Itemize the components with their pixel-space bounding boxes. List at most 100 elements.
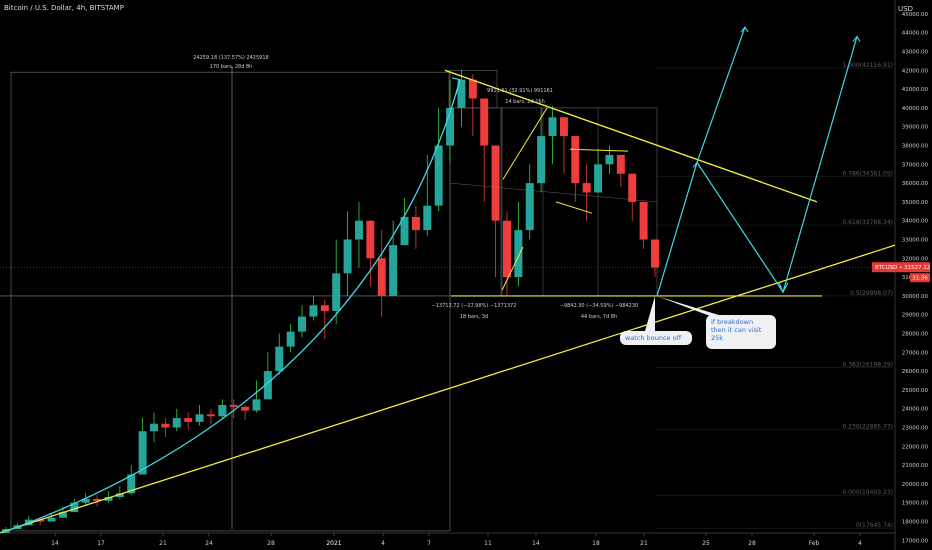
date-tick-label: 11 <box>484 540 492 547</box>
measure-box <box>10 71 451 532</box>
measure-hline <box>449 182 658 203</box>
date-tick-label: 21 <box>640 540 648 547</box>
price-tick-label: 39000.00 <box>902 125 929 131</box>
arrow-head <box>852 35 861 42</box>
fib-label: 0(17645.74) <box>856 522 893 529</box>
price-tick-label: 24000.00 <box>902 407 929 413</box>
measure-label: 14 bars, 2d 16h <box>505 99 545 105</box>
date-tick-label: 25 <box>702 540 710 547</box>
measure-label: 18 bars, 3d <box>460 314 488 320</box>
price-tick-label: 36000.00 <box>902 181 929 187</box>
candle-body <box>81 498 90 503</box>
measure-label: 9911.61 (32.91%) 991161 <box>487 88 553 94</box>
parabolic-curve <box>1 79 461 534</box>
candle-body <box>206 414 215 417</box>
date-tick-label: 21 <box>159 540 167 547</box>
callout-pointer <box>645 295 655 331</box>
candle-body <box>218 404 227 417</box>
price-tick-label: 44000.00 <box>902 31 929 37</box>
date-tick-label: 24 <box>205 540 213 547</box>
price-tick-label: 40000.00 <box>902 106 929 112</box>
fib-label: 1.000(42116.91) <box>843 62 894 69</box>
currency-label: USD <box>898 5 913 13</box>
candle-body <box>434 145 443 206</box>
candle-body <box>525 183 534 231</box>
price-tag-countdown-box <box>910 273 930 283</box>
fib-label: 0.236(22885.77) <box>843 424 894 431</box>
price-tick-label: 33000.00 <box>902 238 929 244</box>
candle-body <box>571 136 580 184</box>
callout-watch-bounce: watch bounce off <box>620 331 692 345</box>
fib-label: 0.5(29998.07) <box>850 290 893 297</box>
candle-body <box>229 404 238 407</box>
price-tick-label: 22000.00 <box>902 444 929 450</box>
candle-body <box>594 164 603 193</box>
candle-body <box>366 220 375 259</box>
candle-body <box>354 220 363 240</box>
chart-title: Bitcoin / U.S. Dollar, 4h, BITSTAMP <box>4 4 124 12</box>
fib-label: 0.000(19403.23) <box>843 489 894 496</box>
candle-body <box>320 305 329 311</box>
price-tick-label: 21000.00 <box>902 463 929 469</box>
candle-body <box>457 79 466 108</box>
candle-body <box>343 239 352 274</box>
date-tick-label: 14 <box>51 540 59 547</box>
price-tick-label: 32000.00 <box>902 256 929 262</box>
candle-body <box>400 216 409 246</box>
price-tick-label: 18000.00 <box>902 520 929 526</box>
date-tick-label: 4 <box>381 540 385 547</box>
price-tick-label: 26000.00 <box>902 369 929 375</box>
fib-label: 0.618(33768.34) <box>843 219 894 226</box>
date-tick-label: 2021 <box>326 540 341 547</box>
arrow-head <box>778 282 789 294</box>
price-tick-label: 25000.00 <box>902 388 929 394</box>
arrow-head <box>451 77 461 95</box>
candle-body <box>104 497 113 501</box>
candle-body <box>172 418 181 428</box>
pattern-line <box>569 148 629 152</box>
callout-pointer <box>657 296 722 316</box>
price-tick-label: 20000.00 <box>902 482 929 488</box>
candle-body <box>298 316 307 332</box>
candle-body <box>70 502 79 513</box>
price-tick-label: 29000.00 <box>902 313 929 319</box>
price-tick-label: 35000.00 <box>902 200 929 206</box>
candle-body <box>161 423 170 428</box>
callout-breakdown: if breakdown then it can visit 25k <box>706 315 776 349</box>
date-tick-label: 28 <box>267 540 275 547</box>
date-tick-label: 18 <box>592 540 600 547</box>
candle-body <box>275 346 284 372</box>
price-tick-label: 28000.00 <box>902 332 929 338</box>
candle-body <box>582 183 591 193</box>
price-tick-label: 43000.00 <box>902 50 929 56</box>
candle-body <box>241 406 250 411</box>
candle-body <box>115 493 124 498</box>
candle-body <box>559 117 568 137</box>
candle-body <box>537 136 546 184</box>
fib-label: 0.786(36361.05) <box>843 170 894 177</box>
candle-body <box>36 519 45 522</box>
fib-label: 0.382(26198.29) <box>843 361 894 368</box>
price-tick-label: 27000.00 <box>902 350 929 356</box>
candle-body <box>127 474 136 494</box>
callout-line: 25k <box>711 334 724 342</box>
price-tick-label: 41000.00 <box>902 87 929 93</box>
price-tick-label: 34000.00 <box>902 219 929 225</box>
candle-body <box>411 216 420 231</box>
measure-label: −13713.72 (−27.98%) −1371372 <box>432 303 517 309</box>
candle-body <box>184 418 193 422</box>
price-tick-label: 30000.00 <box>902 294 929 300</box>
pattern-line <box>502 107 548 180</box>
candle-body <box>616 154 625 174</box>
date-tick-label: 4 <box>858 540 862 547</box>
candle-body <box>263 371 272 400</box>
candle-body <box>332 273 341 311</box>
candle-body <box>195 414 204 422</box>
date-tick-label: 28 <box>748 540 756 547</box>
price-tag-label: BTCUSD • 31527.12 <box>875 265 930 271</box>
arrow-head <box>740 26 749 33</box>
pattern-line <box>501 246 524 291</box>
candle-body <box>651 239 659 268</box>
date-tick-label: 14 <box>532 540 540 547</box>
